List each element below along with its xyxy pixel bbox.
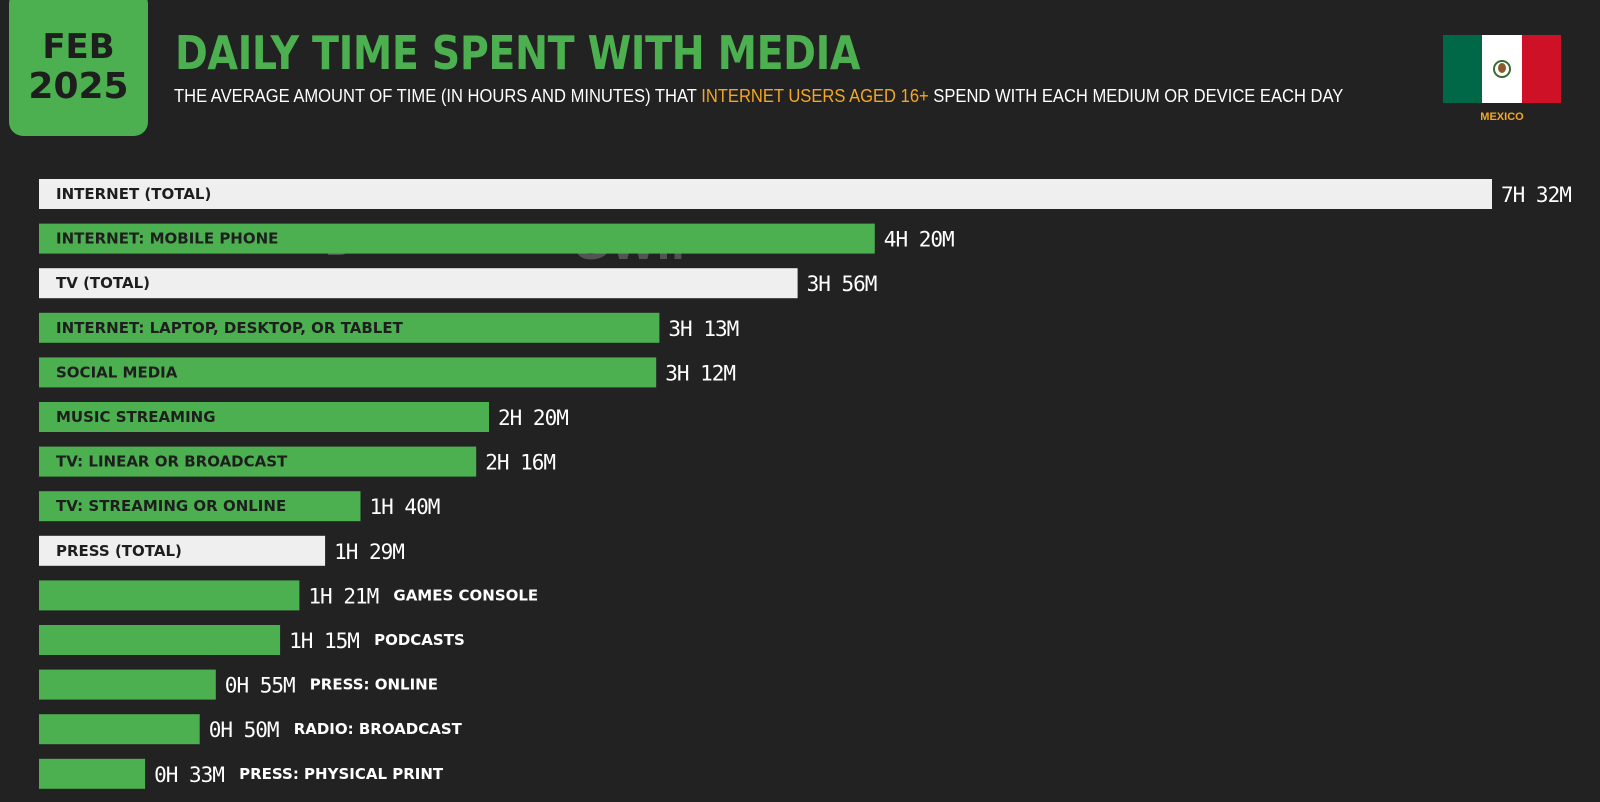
- country-label: MEXICO: [1480, 111, 1524, 123]
- bar-value-label: 1H 15M: [289, 629, 359, 653]
- bar: [39, 491, 361, 522]
- page-title: DAILY TIME SPENT WITH MEDIA: [175, 26, 861, 80]
- bar-value-label: 3H 12M: [665, 361, 735, 385]
- mexico-flag-icon: [1443, 35, 1561, 103]
- bar-category-label: MUSIC STREAMING: [56, 408, 216, 426]
- subtitle-highlight: INTERNET USERS AGED 16+: [701, 86, 929, 106]
- bar-value-label: 2H 20M: [498, 406, 568, 430]
- date-year: 2025: [28, 66, 129, 107]
- eagle-emblem-icon: [1492, 60, 1511, 78]
- bar: [39, 402, 489, 432]
- bar: [39, 669, 216, 700]
- subtitle: THE AVERAGE AMOUNT OF TIME (IN HOURS AND…: [174, 86, 1343, 107]
- date-month: FEB: [42, 27, 115, 67]
- bar-value-label: 2H 16M: [485, 451, 555, 475]
- bar: [39, 357, 657, 388]
- bar-value-label: 4H 20M: [884, 228, 954, 252]
- subtitle-start: THE AVERAGE AMOUNT OF TIME (IN HOURS AND…: [174, 86, 702, 106]
- bar-category-label: TV (TOTAL): [56, 274, 150, 292]
- bar-category-label: SOCIAL MEDIA: [56, 363, 178, 381]
- bar-category-label: INTERNET: LAPTOP, DESKTOP, OR TABLET: [56, 319, 404, 337]
- bar-value-label: 1H 40M: [370, 495, 440, 519]
- bar-value-label: 0H 33M: [154, 763, 224, 787]
- bar-value-label: 1H 29M: [334, 540, 404, 564]
- bar-value-label: 7H 32M: [1501, 183, 1571, 207]
- bar: [39, 625, 281, 655]
- bar-category-label: RADIO: BROADCAST: [294, 720, 463, 738]
- bar: [39, 535, 326, 566]
- bar-category-label: GAMES CONSOLE: [393, 586, 538, 604]
- bar-value-label: 3H 56M: [807, 272, 877, 296]
- subtitle-end: SPEND WITH EACH MEDIUM OR DEVICE EACH DA…: [928, 86, 1344, 106]
- bar-value-label: 1H 21M: [308, 584, 378, 608]
- bar-value-label: 0H 50M: [209, 718, 279, 742]
- bar: [39, 446, 477, 477]
- bar-category-label: PRESS (TOTAL): [56, 542, 182, 560]
- bar-value-label: 3H 13M: [668, 317, 738, 341]
- bar-category-label: PRESS: PHYSICAL PRINT: [239, 765, 444, 783]
- flag-stripe-red: [1521, 35, 1561, 103]
- flag-stripe-white: [1482, 35, 1522, 103]
- bar: [39, 268, 798, 299]
- bar: [39, 758, 146, 789]
- bar-category-label: PRESS: ONLINE: [310, 676, 438, 694]
- bar-category-label: TV: LINEAR OR BROADCAST: [56, 453, 288, 471]
- bar-category-label: INTERNET: MOBILE PHONE: [56, 230, 278, 248]
- bar-category-label: INTERNET (TOTAL): [56, 185, 211, 203]
- bar-category-label: TV: STREAMING OR ONLINE: [56, 497, 286, 515]
- flag-stripe-green: [1443, 35, 1483, 103]
- date-badge: FEB 2025: [9, 0, 148, 136]
- bar: [39, 312, 660, 343]
- bar-value-label: 0H 55M: [225, 674, 295, 698]
- bar-category-label: PODCASTS: [374, 631, 465, 649]
- bar: [39, 223, 875, 254]
- bar: [39, 580, 300, 611]
- bar: [39, 179, 1492, 209]
- bar: [39, 714, 200, 745]
